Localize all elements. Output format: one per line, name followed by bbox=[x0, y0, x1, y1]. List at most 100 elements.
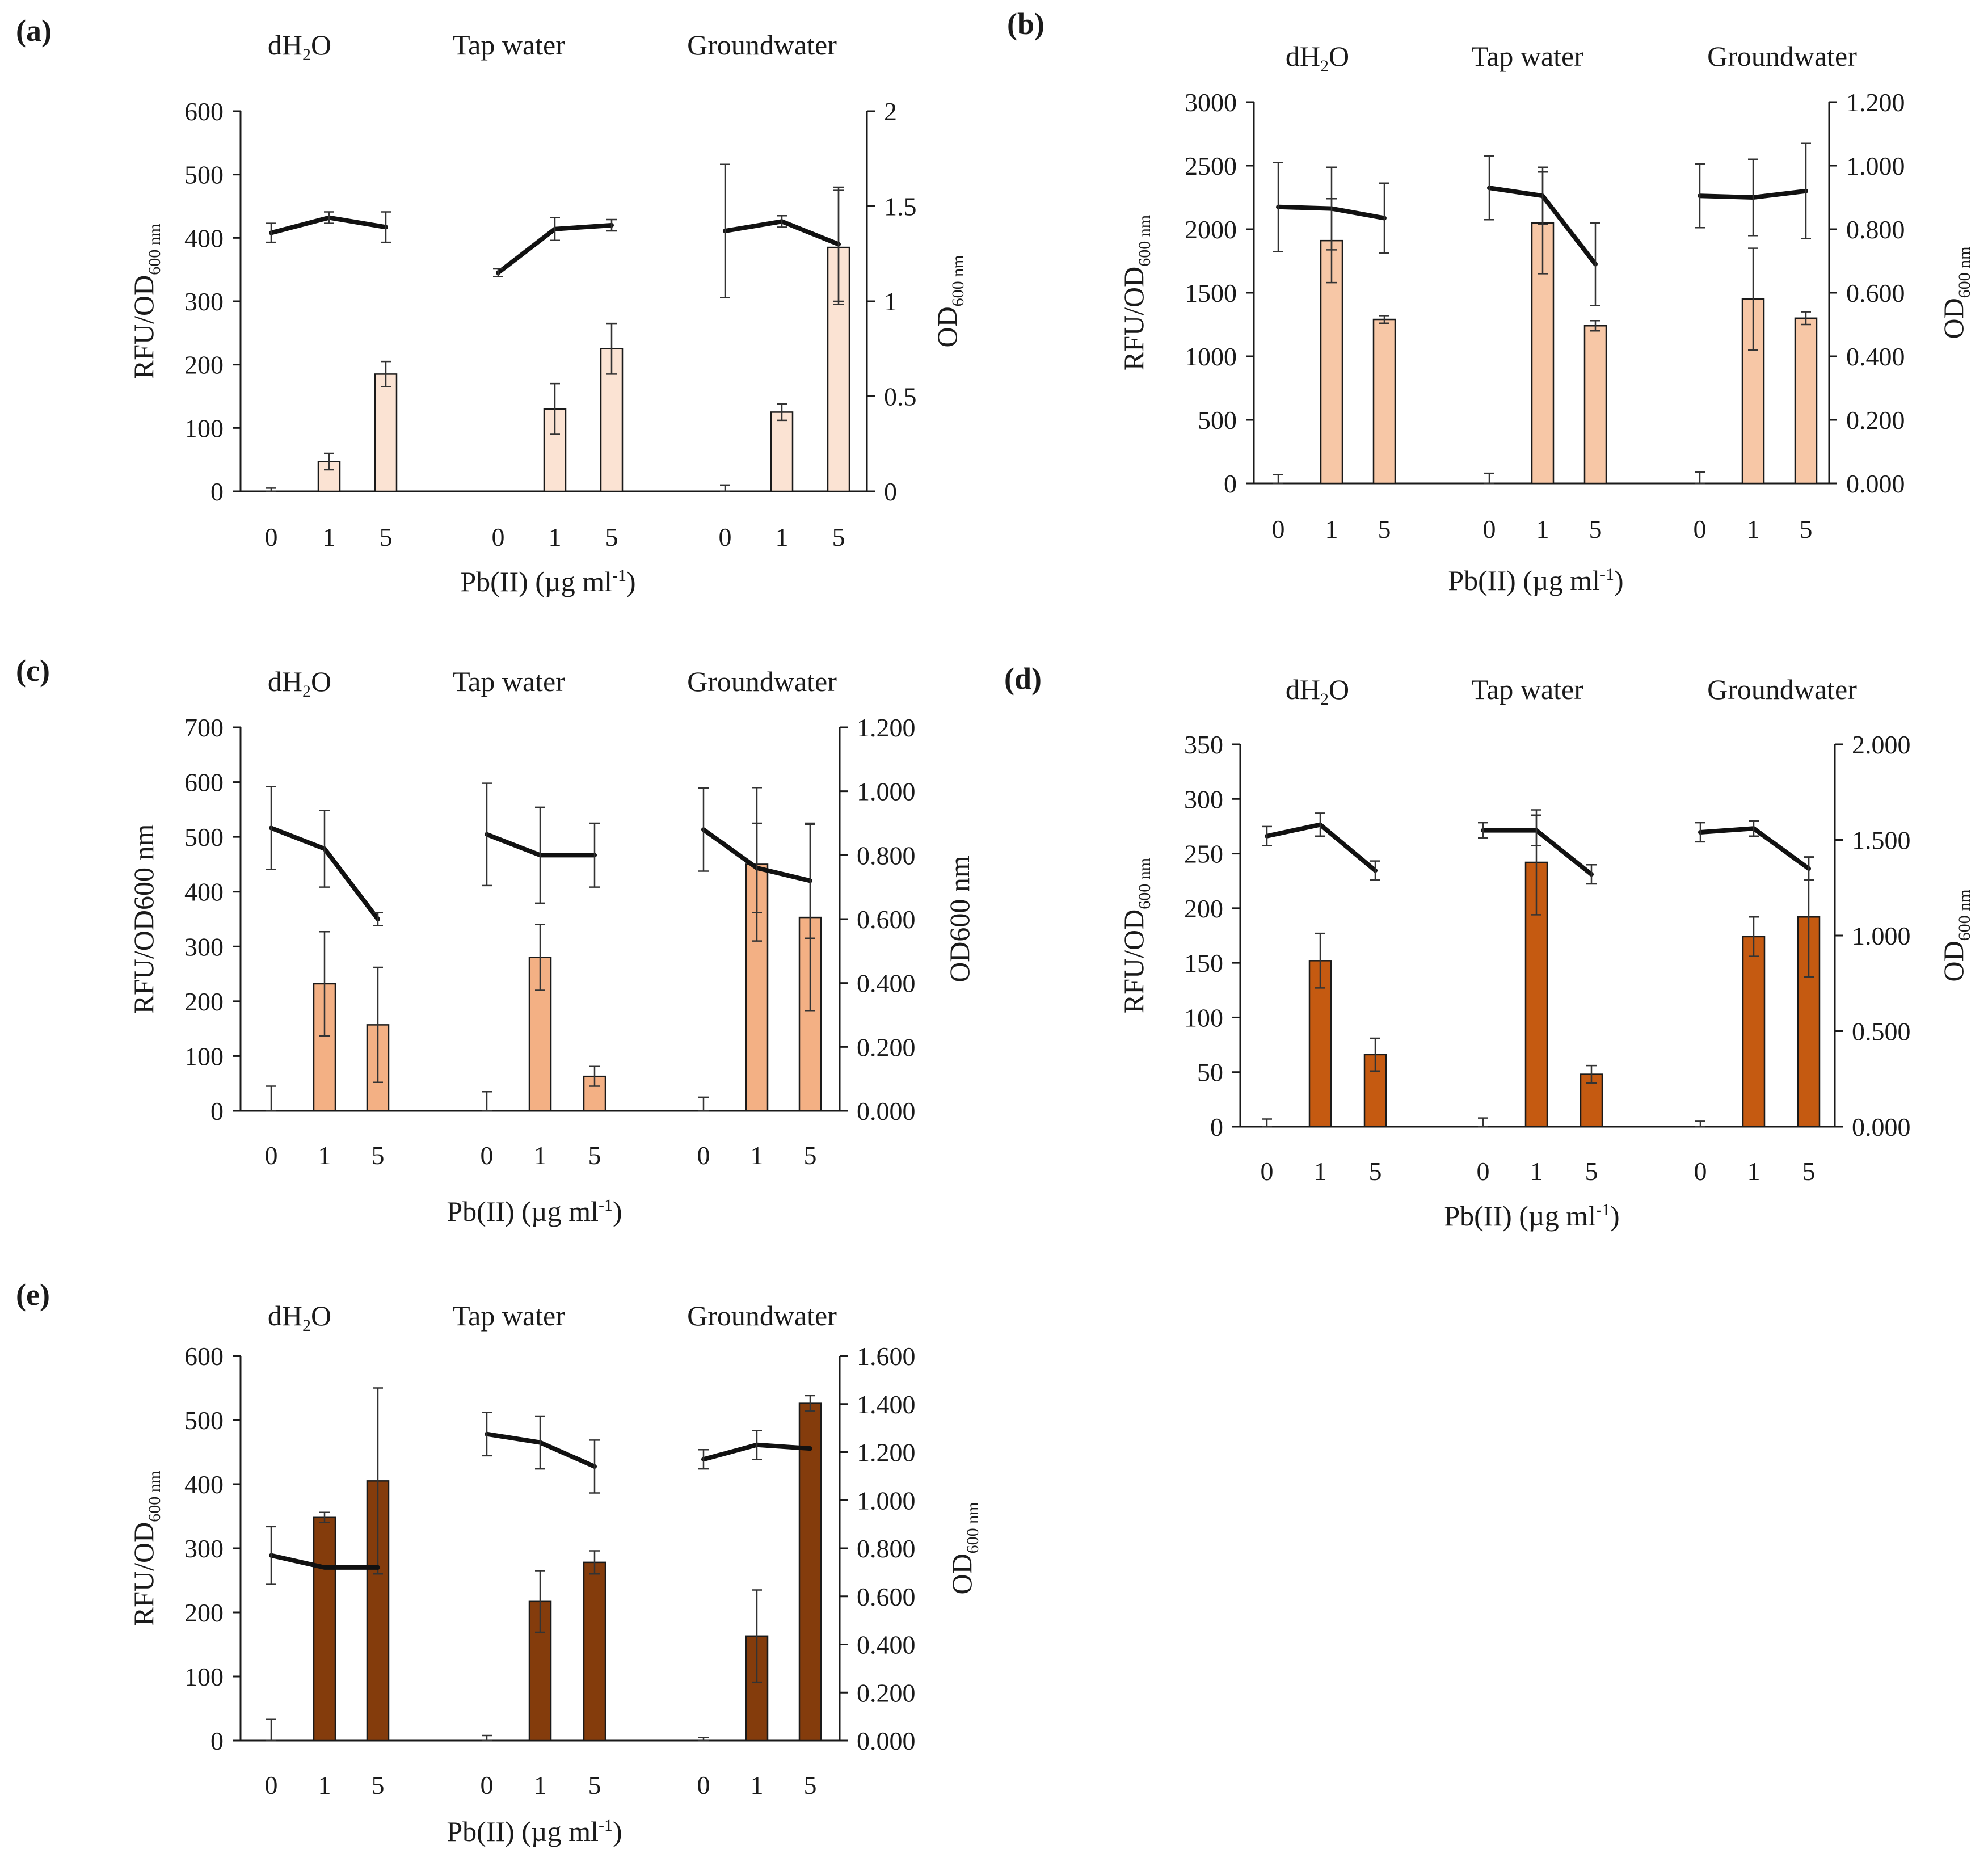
group-label: Groundwater bbox=[687, 29, 837, 61]
x-tick-label: 1 bbox=[534, 1771, 547, 1800]
x-tick-label: 0 bbox=[1272, 515, 1285, 544]
y-left-tick-label: 2000 bbox=[1185, 215, 1237, 244]
bar bbox=[583, 1561, 606, 1742]
y-right-tick-label: 0.800 bbox=[857, 841, 916, 870]
x-tick-label: 1 bbox=[318, 1141, 331, 1170]
bar bbox=[1742, 936, 1766, 1128]
y-left-axis-title: RFU/OD600 nm bbox=[128, 224, 164, 379]
y-right-tick-label: 0.000 bbox=[1852, 1113, 1911, 1141]
y-left-tick-label: 400 bbox=[184, 224, 224, 252]
panel-label: (e) bbox=[16, 1278, 50, 1312]
y-right-tick-label: 0.800 bbox=[857, 1534, 916, 1563]
group-label-tail: O bbox=[1329, 673, 1349, 705]
panel-a: (a) dH2O Tap water Groundwater0100200300400… bbox=[16, 14, 967, 597]
bar bbox=[827, 246, 850, 492]
y-right-axis-title-sub: 600 nm bbox=[1955, 246, 1974, 298]
group-label-main: Groundwater bbox=[1707, 673, 1857, 705]
group-label-main: Tap water bbox=[453, 665, 565, 697]
x-tick-label: 0 bbox=[1694, 515, 1707, 544]
panel-label: (d) bbox=[1004, 662, 1042, 696]
group-label: dH2O bbox=[268, 29, 331, 64]
y-left-tick-label: 300 bbox=[184, 287, 224, 316]
y-right-tick-label: 0.600 bbox=[857, 1582, 916, 1611]
group-label-sub: 2 bbox=[1320, 690, 1329, 709]
x-axis-title: Pb(II) (µg ml-1) bbox=[447, 1195, 622, 1227]
x-tick-label: 0 bbox=[1261, 1157, 1274, 1186]
y-right-tick-label: 1.400 bbox=[857, 1390, 916, 1419]
y-left-tick-label: 0 bbox=[1210, 1113, 1223, 1141]
x-tick-label: 5 bbox=[1369, 1157, 1382, 1186]
x-tick-label: 1 bbox=[549, 523, 562, 551]
y-right-axis-title-main: OD bbox=[931, 306, 963, 347]
panel-label: (c) bbox=[16, 654, 50, 688]
x-tick-label: 5 bbox=[372, 1141, 385, 1170]
y-left-tick-label: 300 bbox=[1184, 785, 1223, 814]
y-left-axis-title-sub: 600 nm bbox=[1135, 858, 1154, 909]
y-left-tick-label: 100 bbox=[184, 1042, 224, 1071]
y-left-tick-label: 500 bbox=[184, 161, 224, 189]
group-label: dH2O bbox=[268, 1300, 331, 1335]
y-left-tick-label: 350 bbox=[1184, 730, 1223, 759]
group-label: Tap water bbox=[1471, 40, 1583, 72]
group-label-tail: O bbox=[311, 29, 331, 61]
x-tick-label: 5 bbox=[1378, 515, 1391, 544]
x-axis-title: Pb(II) (µg ml-1) bbox=[447, 1815, 622, 1847]
x-tick-label: 5 bbox=[588, 1771, 601, 1800]
x-tick-label: 5 bbox=[1589, 515, 1602, 544]
y-left-tick-label: 200 bbox=[184, 351, 224, 380]
bar bbox=[798, 1402, 822, 1742]
x-axis-title-main: Pb(II) (µg ml bbox=[447, 1815, 599, 1847]
x-tick-label: 5 bbox=[832, 523, 845, 551]
group-label-main: Tap water bbox=[1471, 40, 1583, 72]
y-left-tick-label: 0 bbox=[210, 1097, 224, 1126]
group-label-main: dH bbox=[268, 29, 302, 61]
y-right-axis-title-main: OD bbox=[946, 1553, 978, 1594]
x-axis-title-main: Pb(II) (µg ml bbox=[1448, 565, 1600, 596]
x-tick-label: 5 bbox=[372, 1771, 385, 1800]
y-left-tick-label: 2500 bbox=[1185, 151, 1237, 180]
y-right-tick-label: 0.600 bbox=[857, 905, 916, 934]
y-left-tick-label: 600 bbox=[184, 768, 224, 797]
x-tick-label: 5 bbox=[605, 523, 618, 551]
group-label-main: dH bbox=[268, 665, 302, 697]
group-label-main: dH bbox=[1286, 673, 1320, 705]
y-left-axis-title-main: RFU/OD bbox=[128, 275, 159, 379]
group-label: dH2O bbox=[1286, 40, 1349, 75]
group-label-tail: O bbox=[311, 1300, 331, 1332]
y-left-tick-label: 300 bbox=[184, 932, 224, 961]
y-left-tick-label: 600 bbox=[184, 1342, 224, 1371]
group-label-sub: 2 bbox=[302, 45, 311, 64]
x-axis-title: Pb(II) (µg ml-1) bbox=[1448, 565, 1623, 596]
y-right-tick-label: 1.000 bbox=[857, 1486, 916, 1515]
group-label: Groundwater bbox=[687, 1300, 837, 1332]
x-tick-label: 0 bbox=[265, 1771, 278, 1800]
x-tick-label: 5 bbox=[1802, 1157, 1816, 1186]
y-right-tick-label: 1.200 bbox=[1846, 88, 1905, 117]
bar bbox=[1372, 318, 1396, 485]
x-tick-label: 5 bbox=[1800, 515, 1813, 544]
bar bbox=[1794, 317, 1818, 485]
y-right-axis-title: OD600 nm bbox=[931, 255, 967, 347]
panel-label: (b) bbox=[1007, 7, 1044, 41]
x-axis-title: Pb(II) (µg ml-1) bbox=[460, 566, 635, 597]
y-left-tick-label: 250 bbox=[1184, 840, 1223, 869]
y-left-axis-title: RFU/OD600 nm bbox=[128, 1471, 164, 1626]
x-tick-label: 5 bbox=[804, 1771, 817, 1800]
x-tick-label: 0 bbox=[481, 1141, 494, 1170]
y-right-tick-label: 0.500 bbox=[1852, 1017, 1911, 1046]
x-tick-label: 1 bbox=[1747, 515, 1760, 544]
group-label-main: dH bbox=[268, 1300, 302, 1332]
y-right-tick-label: 0.400 bbox=[857, 1631, 916, 1659]
group-label: Tap water bbox=[1471, 673, 1583, 705]
y-left-axis-title: RFU/OD600 nm bbox=[1118, 858, 1154, 1013]
y-right-tick-label: 1.000 bbox=[1846, 151, 1905, 180]
panel-label: (a) bbox=[16, 14, 52, 48]
bar bbox=[313, 1516, 336, 1742]
y-right-tick-label: 1.600 bbox=[857, 1342, 916, 1371]
group-label-sub: 2 bbox=[1320, 57, 1329, 75]
y-right-tick-label: 0.000 bbox=[1846, 469, 1905, 498]
y-left-tick-label: 0 bbox=[210, 477, 224, 506]
y-right-axis-title-sub: 600 nm bbox=[963, 1502, 982, 1553]
x-tick-label: 1 bbox=[1314, 1157, 1327, 1186]
y-right-axis-title-sub: 600 nm bbox=[949, 255, 967, 306]
